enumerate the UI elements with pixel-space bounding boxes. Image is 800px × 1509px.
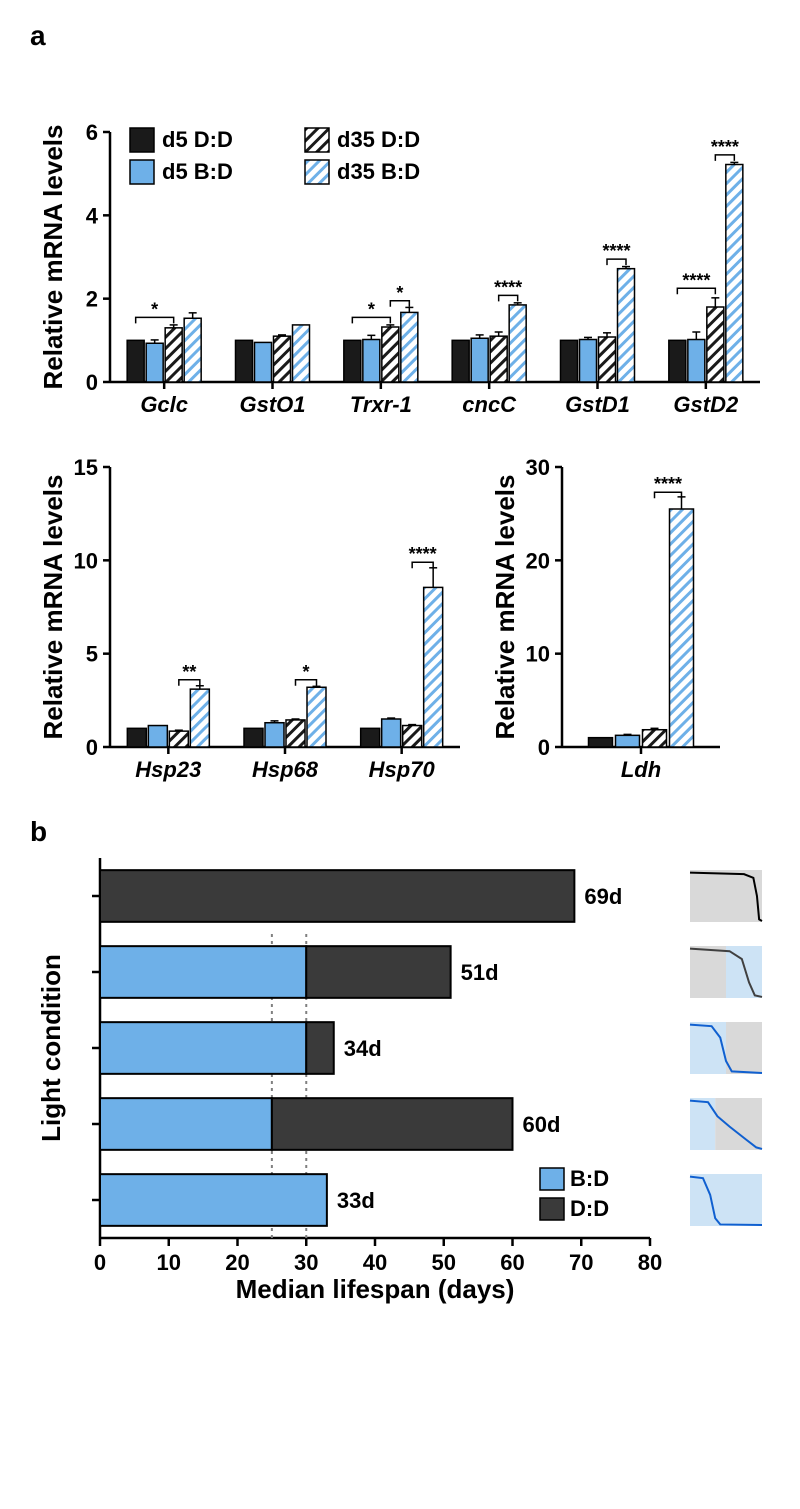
svg-text:4: 4	[86, 203, 99, 228]
chart-a1: 0 2 4 6 Relative mRNA levels Gclc GstO1 Trxr-1 c…	[30, 52, 770, 437]
svg-text:60d: 60d	[523, 1112, 561, 1137]
svg-text:5: 5	[86, 642, 98, 667]
svg-text:*: *	[151, 299, 158, 319]
svg-text:70: 70	[569, 1250, 593, 1275]
svg-text:0: 0	[538, 735, 550, 760]
svg-text:2: 2	[86, 287, 98, 312]
svg-text:****: ****	[602, 241, 630, 261]
figure-root: a 0 2 4 6 Relative mRNA levels Gclc GstO1 Trxr-…	[0, 0, 800, 1333]
svg-text:*: *	[368, 299, 375, 319]
svg-text:*: *	[396, 283, 403, 303]
svg-text:34d: 34d	[344, 1036, 382, 1061]
svg-text:****: ****	[711, 137, 739, 157]
svg-text:GstD1: GstD1	[565, 392, 630, 417]
svg-text:0: 0	[86, 735, 98, 760]
svg-text:6: 6	[86, 120, 98, 145]
chart-a3: 0 10 20 30Relative mRNA levels Ldh ****	[470, 437, 730, 802]
svg-text:Relative mRNA levels: Relative mRNA levels	[490, 475, 520, 740]
svg-text:D:D: D:D	[570, 1196, 609, 1221]
svg-text:*: *	[302, 662, 309, 682]
svg-text:10: 10	[526, 642, 550, 667]
svg-text:20: 20	[526, 548, 550, 573]
svg-text:0: 0	[86, 370, 98, 395]
svg-text:33d: 33d	[337, 1188, 375, 1213]
chart-a2: 0 5 10 15Relative mRNA levels Hsp23 Hsp68 Hsp7…	[30, 437, 470, 802]
svg-text:cncC: cncC	[462, 392, 517, 417]
svg-text:20: 20	[225, 1250, 249, 1275]
svg-text:Light condition: Light condition	[36, 954, 66, 1142]
svg-text:d5 B:D: d5 B:D	[162, 159, 233, 184]
svg-text:30: 30	[294, 1250, 318, 1275]
svg-text:51d: 51d	[461, 960, 499, 985]
svg-text:40: 40	[363, 1250, 387, 1275]
svg-text:****: ****	[494, 277, 522, 297]
svg-text:Relative mRNA levels: Relative mRNA levels	[38, 475, 68, 740]
panel-a-label: a	[30, 20, 770, 52]
svg-text:Gclc: Gclc	[140, 392, 188, 417]
svg-text:d5 D:D: d5 D:D	[162, 127, 233, 152]
svg-text:Hsp23: Hsp23	[135, 757, 201, 782]
svg-text:30: 30	[526, 455, 550, 480]
svg-text:Ldh: Ldh	[621, 757, 661, 782]
svg-text:69d: 69d	[584, 884, 622, 909]
svg-text:B:D: B:D	[570, 1166, 609, 1191]
svg-text:****: ****	[654, 474, 682, 494]
svg-text:10: 10	[157, 1250, 181, 1275]
svg-text:80: 80	[638, 1250, 662, 1275]
svg-text:GstD2: GstD2	[673, 392, 739, 417]
svg-text:0: 0	[94, 1250, 106, 1275]
svg-text:****: ****	[682, 270, 710, 290]
svg-text:GstO1: GstO1	[239, 392, 305, 417]
svg-text:Hsp68: Hsp68	[252, 757, 319, 782]
svg-text:d35 D:D: d35 D:D	[337, 127, 420, 152]
chart-b: 0 10 20 30 40 50 60 70 80 Light condition Median l…	[30, 848, 770, 1313]
svg-text:Median lifespan (days): Median lifespan (days)	[236, 1274, 515, 1304]
svg-text:Relative mRNA levels: Relative mRNA levels	[38, 125, 68, 390]
panel-b-label: b	[30, 816, 770, 848]
svg-text:50: 50	[432, 1250, 456, 1275]
svg-text:d35 B:D: d35 B:D	[337, 159, 420, 184]
svg-text:**: **	[182, 662, 196, 682]
svg-text:Trxr-1: Trxr-1	[350, 392, 412, 417]
svg-text:60: 60	[500, 1250, 524, 1275]
svg-text:****: ****	[409, 544, 437, 564]
svg-text:Hsp70: Hsp70	[369, 757, 436, 782]
svg-text:10: 10	[74, 548, 98, 573]
svg-text:15: 15	[74, 455, 98, 480]
chart-a-row2: 051015Relative mRNA levelsHsp23Hsp68Hsp7…	[30, 437, 770, 802]
